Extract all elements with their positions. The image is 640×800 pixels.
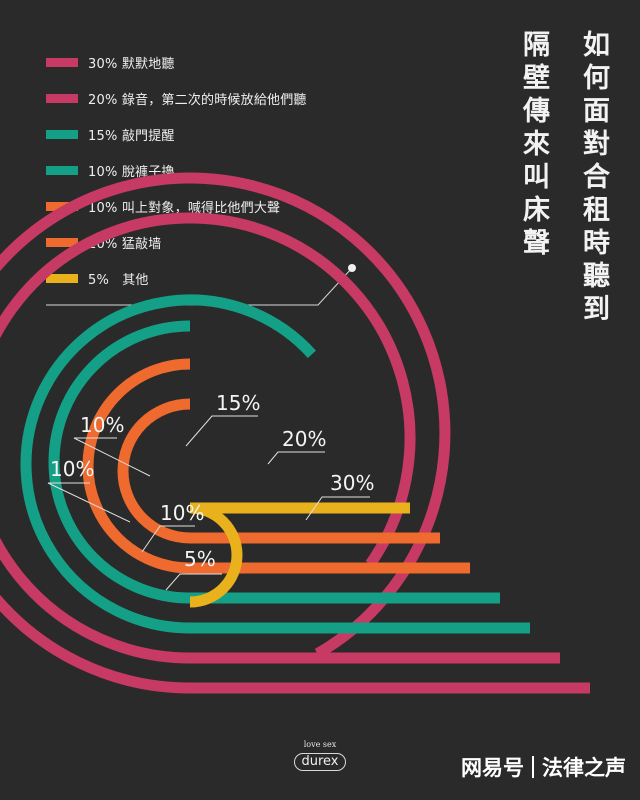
legend-swatch [46,57,78,67]
value-label-4: 10% [80,413,124,437]
legend-swatch [46,165,78,175]
leader-line-5 [47,482,131,523]
bar-6 [117,398,440,544]
legend-item: 30% 默默地聽 [46,44,376,80]
legend-label: 15% 敲門提醒 [88,128,175,144]
legend-swatch [46,129,78,139]
legend-label: 5% 其他 [88,272,149,288]
legend-label: 20% 錄音，第二次的時候放給他們聽 [88,92,307,108]
leader-line-4 [73,437,151,477]
watermark-channel: 法律之声 [542,756,626,780]
durex-logo: love sex durex [288,740,352,771]
value-label-2: 20% [282,427,326,451]
leader-line-2 [267,451,325,465]
legend-label: 30% 默默地聽 [88,56,175,72]
leader-line-7 [165,573,222,591]
watermark-divider [532,756,534,778]
value-label-1: 30% [330,471,374,495]
legend-item: 5% 其他 [46,260,376,296]
title-line-1: 如何面對合租時聽到 [578,30,609,327]
title-line-2: 隔壁傳來叫床聲 [518,30,549,261]
bar-3 [20,294,530,634]
leader-line-3 [185,415,258,447]
bar-4 [48,320,500,604]
value-label-6: 10% [160,501,204,525]
watermark-source: 网易号 [461,756,524,780]
brand-tagline: love sex [303,740,337,749]
legend-item: 15% 敲門提醒 [46,116,376,152]
legend-swatch [46,273,78,283]
bar-2 [0,212,560,664]
legend-swatch [46,93,78,103]
leader-line-6 [141,525,195,553]
bar-5 [82,358,470,574]
legend-label: 10% 叫上對象，喊得比他們大聲 [88,200,281,216]
brand-name: durex [294,753,346,771]
bar-7 [189,502,410,608]
leader-line-1 [305,496,370,521]
legend-item: 20% 錄音，第二次的時候放給他們聽 [46,80,376,116]
value-label-7: 5% [184,547,216,571]
legend-swatch [46,237,78,247]
legend-guide-dot [348,264,356,272]
bar-1 [0,172,590,694]
value-label-3: 15% [216,391,260,415]
watermark: 网易号 法律之声 [461,752,626,782]
value-label-5: 10% [50,457,94,481]
